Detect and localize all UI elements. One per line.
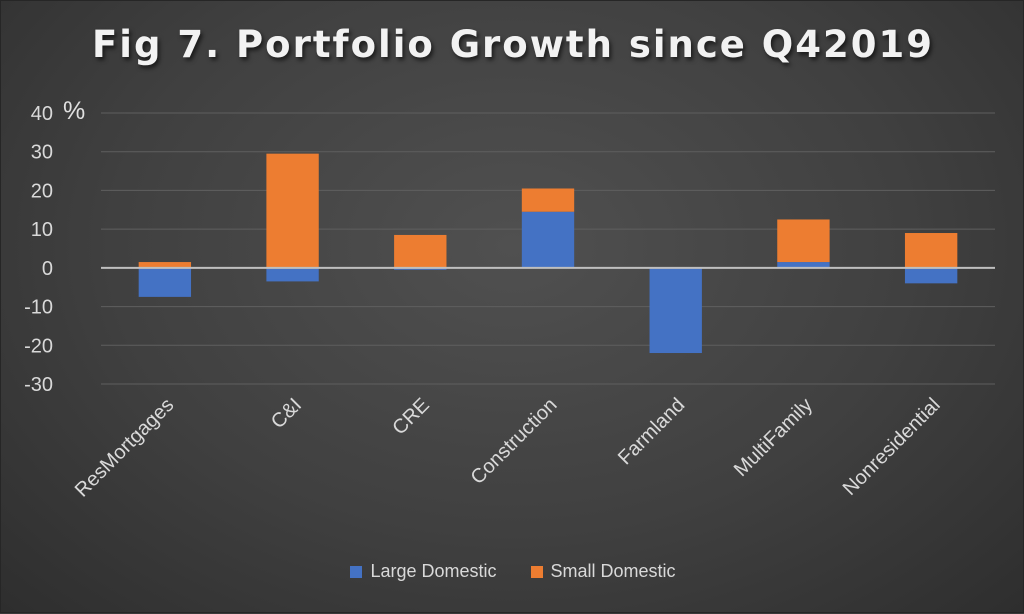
bar-small-domestic: [521, 188, 575, 212]
y-tick-label: -10: [24, 297, 53, 319]
bar-small-domestic: [266, 153, 319, 268]
y-tick-label: -30: [24, 374, 53, 396]
x-tick-label: C&I: [267, 394, 306, 433]
y-tick-label: 40: [31, 103, 53, 125]
x-tick-label: Nonresidential: [839, 394, 945, 500]
x-tick-labels: ResMortgages C&I CRE Construction Farmland Mu…: [71, 394, 945, 502]
x-tick-label: CRE: [388, 394, 433, 439]
x-tick-label: Farmland: [614, 394, 689, 469]
bar-small-domestic: [394, 234, 447, 268]
legend-swatch-small-domestic: [530, 565, 543, 578]
legend-swatch-large-domestic: [350, 565, 363, 578]
bar-large-domestic: [521, 211, 575, 268]
y-axis-label: %: [63, 97, 85, 125]
legend: Large Domestic Small Domestic: [1, 561, 1024, 582]
bars: [138, 153, 958, 354]
bar-large-domestic: [138, 267, 192, 297]
y-tick-label: 10: [31, 219, 53, 241]
legend-item-large-domestic: Large Domestic: [350, 561, 497, 582]
x-tick-label: Construction: [467, 394, 562, 489]
bar-large-domestic: [904, 267, 958, 284]
legend-label-large-domestic: Large Domestic: [370, 561, 497, 581]
bar-small-domestic: [138, 262, 192, 268]
bar-small-domestic: [904, 233, 958, 268]
y-tick-label: -20: [24, 335, 53, 357]
legend-label-small-domestic: Small Domestic: [550, 561, 676, 581]
x-tick-label: ResMortgages: [71, 394, 179, 502]
chart-title: Fig 7. Portfolio Growth since Q42019: [92, 23, 934, 66]
bar-large-domestic: [649, 267, 702, 354]
x-tick-label: MultiFamily: [730, 394, 817, 481]
y-tick-label: 30: [31, 142, 53, 164]
y-tick-labels: 40 30 20 10 0 -10 -20 -30: [24, 103, 53, 396]
bar-large-domestic: [777, 262, 830, 268]
y-tick-label: 0: [42, 258, 53, 280]
y-tick-label: 20: [31, 180, 53, 202]
bar-large-domestic: [266, 267, 319, 282]
legend-item-small-domestic: Small Domestic: [530, 561, 676, 582]
bar-small-domestic: [777, 219, 830, 263]
